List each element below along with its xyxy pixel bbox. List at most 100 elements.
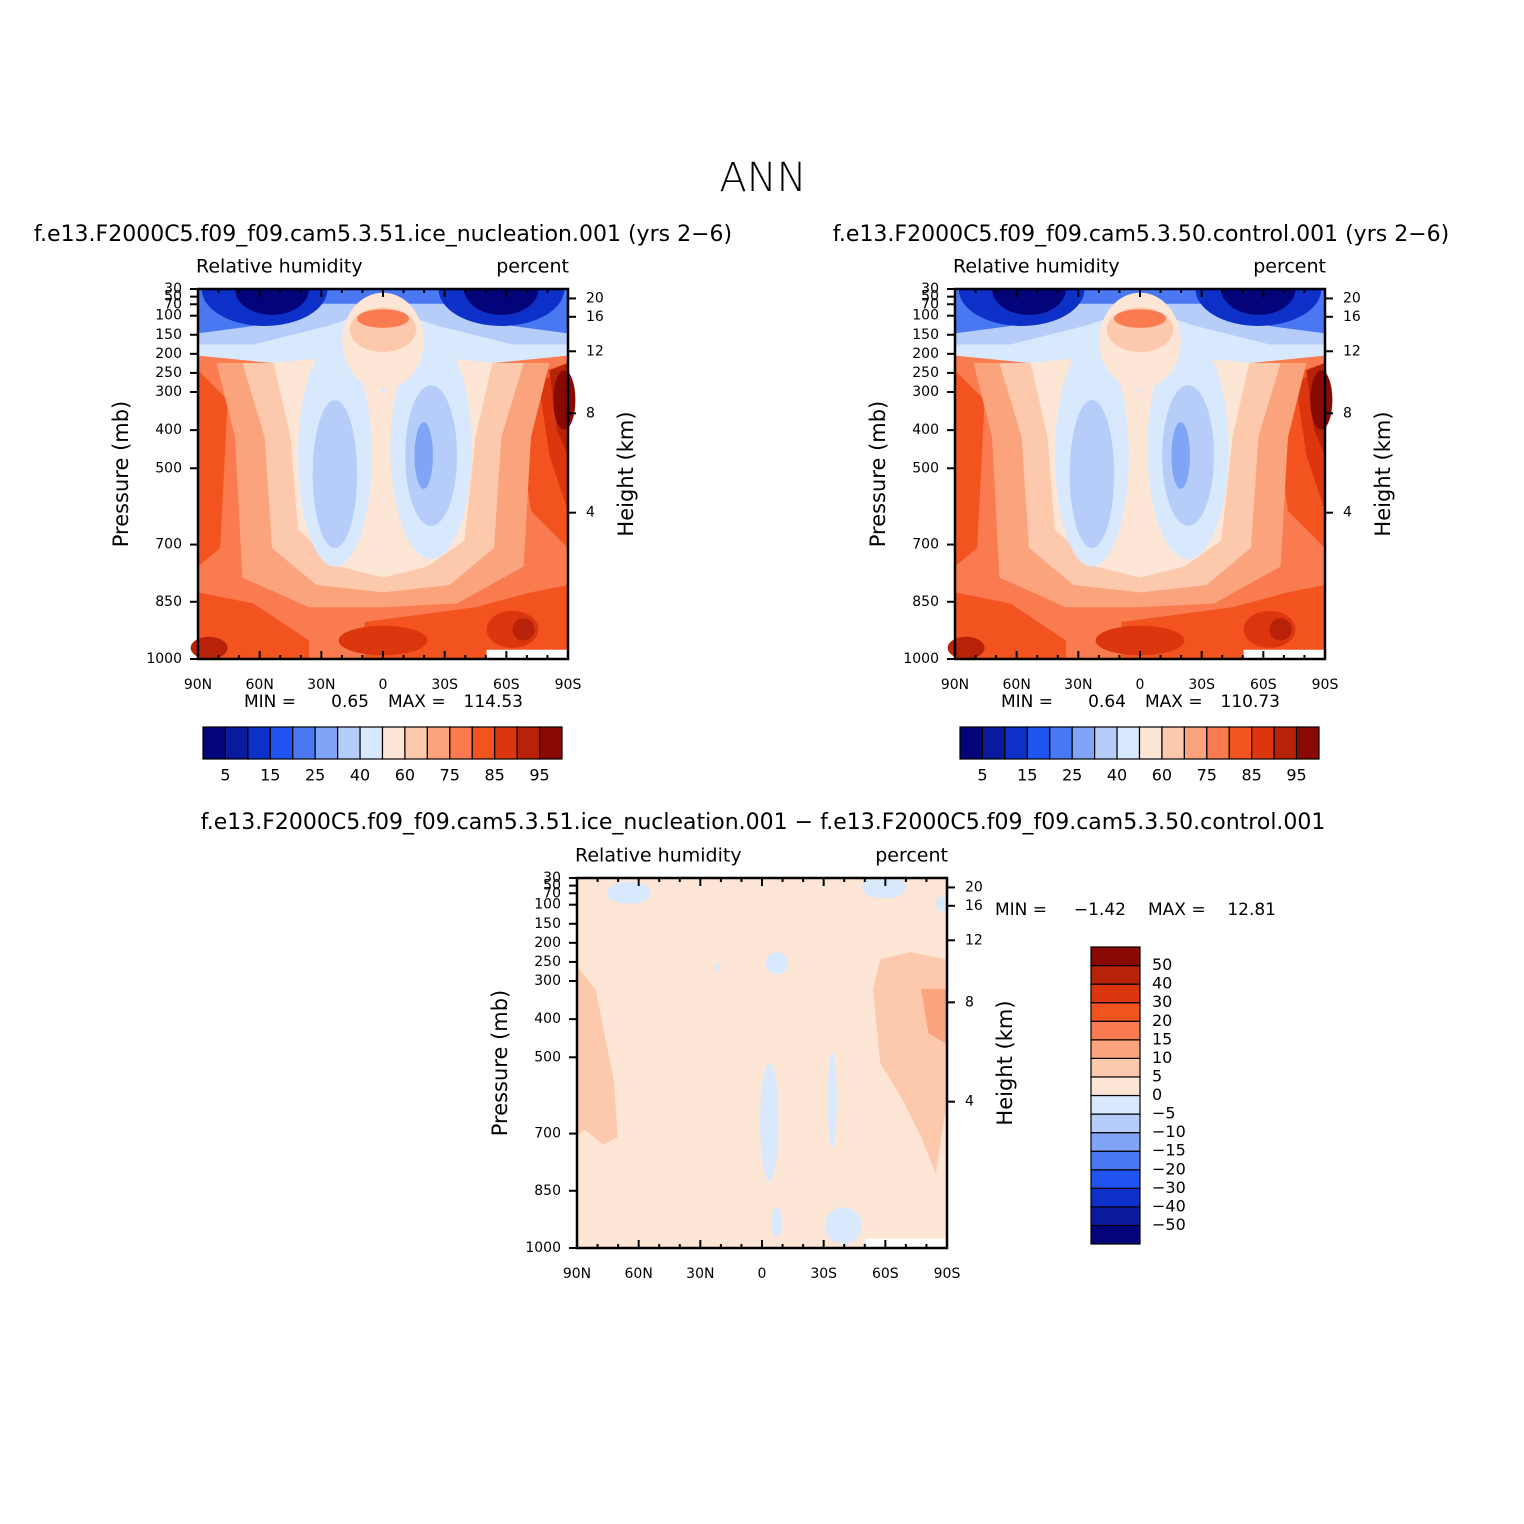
variable-label: Relative humidity xyxy=(196,256,363,278)
y-tick-label: 300 xyxy=(534,973,561,989)
colorbar-box xyxy=(269,726,294,760)
contour-region xyxy=(935,896,947,912)
colorbar-box xyxy=(1206,726,1230,760)
colorbar-box xyxy=(1090,1076,1141,1097)
y-tick-label: 30 xyxy=(164,281,182,297)
y-tick-label: 30 xyxy=(543,870,561,886)
variable-label: Relative humidity xyxy=(953,256,1120,278)
y-tick-label: 1000 xyxy=(525,1240,561,1256)
contour-region xyxy=(760,1063,779,1182)
contour-region xyxy=(553,370,576,430)
contour-region xyxy=(414,422,433,489)
y-tick-label: 1000 xyxy=(903,651,939,667)
x-tick-label: 30N xyxy=(686,1266,714,1282)
contour-region xyxy=(577,966,618,1145)
y-tick-label: 150 xyxy=(534,916,561,932)
colorbar-box xyxy=(292,726,316,760)
colorbar-label: 75 xyxy=(1197,766,1217,785)
colorbar-box xyxy=(1090,1224,1141,1245)
colorbar-box xyxy=(337,726,361,760)
contour-region xyxy=(606,881,651,904)
y-tick-label: 300 xyxy=(912,384,939,400)
y-tick-label: 500 xyxy=(534,1049,561,1065)
y-tick-label: 250 xyxy=(155,365,182,381)
contour-region xyxy=(190,636,228,660)
x-tick-label: 30S xyxy=(810,1266,837,1282)
min-label: MIN = xyxy=(995,900,1047,920)
contour-region xyxy=(715,962,720,972)
panel-title: f.e13.F2000C5.f09_f09.cam5.3.51.ice_nucl… xyxy=(34,222,732,247)
colorbar-box xyxy=(1090,964,1141,985)
y2-tick-label: 4 xyxy=(586,505,595,521)
colorbar-label: −30 xyxy=(1152,1178,1186,1197)
contour-region xyxy=(955,370,985,567)
colorbar-label: 50 xyxy=(1152,955,1172,974)
colorbar-label: 75 xyxy=(440,766,460,785)
contour-region xyxy=(1243,649,1325,659)
colorbar-label: −10 xyxy=(1152,1122,1186,1141)
y2-tick-label: 20 xyxy=(1343,290,1361,306)
y2-tick-label: 20 xyxy=(965,879,983,895)
colorbar-box xyxy=(1116,726,1141,760)
colorbar-box xyxy=(224,726,249,760)
y-tick-label: 70 xyxy=(921,296,939,312)
contour-region xyxy=(198,592,309,659)
colorbar-box xyxy=(1138,726,1163,760)
x-tick-label: 0 xyxy=(1136,677,1145,693)
y-tick-label: 300 xyxy=(155,384,182,400)
mask xyxy=(197,229,569,289)
colorbar-box xyxy=(247,726,271,760)
colorbar-label: 15 xyxy=(1017,766,1037,785)
colorbar-box xyxy=(494,726,518,760)
colorbar-box xyxy=(1251,726,1275,760)
colorbar-box xyxy=(1090,983,1141,1004)
colorbar-label: −20 xyxy=(1152,1159,1186,1178)
y-tick-label: 250 xyxy=(534,954,561,970)
colorbar-box xyxy=(1090,1057,1141,1078)
y2-tick-label: 8 xyxy=(1343,405,1352,421)
colorbar-label: 20 xyxy=(1152,1011,1172,1030)
colorbar-box xyxy=(1090,1150,1141,1171)
min-label: MIN = xyxy=(244,692,296,712)
colorbar-box xyxy=(1295,726,1320,760)
y-tick-label: 50 xyxy=(164,289,182,305)
mask xyxy=(576,818,948,878)
min-label: MIN = xyxy=(1001,692,1053,712)
y-tick-label: 200 xyxy=(534,935,561,951)
contour-region xyxy=(357,309,409,328)
variable-label: Relative humidity xyxy=(575,845,742,867)
y2-tick-label: 8 xyxy=(965,994,974,1010)
colorbar-box xyxy=(1090,1020,1141,1041)
x-tick-label: 90N xyxy=(941,677,969,693)
contour-region xyxy=(1310,370,1333,430)
colorbar-label: −5 xyxy=(1152,1104,1176,1123)
units-label: percent xyxy=(496,256,569,278)
contour-region xyxy=(947,636,985,660)
colorbar-label: −50 xyxy=(1152,1215,1186,1234)
contour-region xyxy=(1069,400,1115,548)
colorbar-label: −15 xyxy=(1152,1141,1186,1160)
y-tick-label: 500 xyxy=(155,460,182,476)
colorbar-box xyxy=(959,726,984,760)
contour-region xyxy=(824,1207,862,1245)
y-tick-label: 200 xyxy=(912,346,939,362)
colorbar-box xyxy=(449,726,473,760)
max-label: MAX = xyxy=(388,692,446,712)
colorbar-box xyxy=(381,726,406,760)
x-tick-label: 90S xyxy=(934,1266,961,1282)
contour-region xyxy=(486,649,568,659)
contour-region xyxy=(765,952,788,975)
colorbar-box xyxy=(1161,726,1185,760)
figure-title: ANN xyxy=(719,155,806,201)
contour-region xyxy=(865,1238,947,1248)
colorbar-label: 5 xyxy=(220,766,230,785)
contour-region xyxy=(1171,422,1190,489)
contour-region xyxy=(312,400,358,548)
colorbar-box xyxy=(538,726,563,760)
y2-tick-label: 12 xyxy=(1343,343,1361,359)
y2-tick-label: 16 xyxy=(1343,309,1361,325)
colorbar-box xyxy=(516,726,541,760)
y-tick-label: 100 xyxy=(155,308,182,324)
y-tick-label: 100 xyxy=(912,308,939,324)
colorbar-label: 60 xyxy=(395,766,415,785)
